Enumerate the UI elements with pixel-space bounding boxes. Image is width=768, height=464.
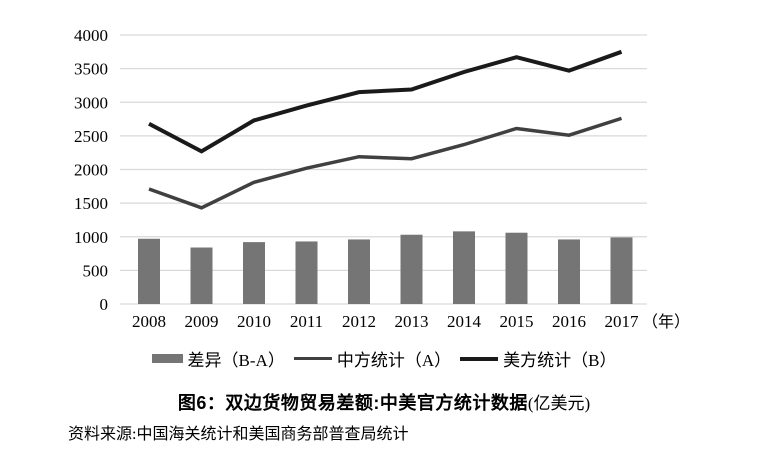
- x-tick-label: 2009: [185, 312, 219, 331]
- legend-label-china: 中方统计（A）: [336, 351, 452, 370]
- y-tick-label: 1000: [74, 228, 108, 247]
- line-us: [148, 49, 623, 154]
- bar: [400, 234, 423, 304]
- legend-item-us: 美方统计（B）: [460, 346, 616, 371]
- bar: [348, 239, 370, 304]
- bar: [190, 247, 213, 304]
- y-tick-label: 4000: [74, 26, 108, 45]
- bar: [558, 239, 580, 304]
- bar: [505, 232, 528, 304]
- legend-line-a-swatch-icon: [293, 357, 332, 360]
- x-tick-label: 2017: [605, 312, 640, 331]
- x-axis-unit-label: （年）: [642, 313, 690, 331]
- y-tick-label: 500: [83, 261, 109, 280]
- bar: [453, 231, 475, 304]
- y-tick-label: 3500: [74, 60, 108, 79]
- legend-item-china: 中方统计（A）: [293, 346, 452, 371]
- chart-canvas: 0 500 1000 1500 2000 2500 3000 3500 4000 2008 2009…: [74, 26, 690, 331]
- bar: [610, 237, 633, 304]
- line-china: [148, 116, 623, 210]
- figure-caption-unit: (亿美元): [527, 394, 591, 413]
- x-tick-label: 2015: [500, 312, 534, 331]
- x-tick-label: 2013: [395, 312, 429, 331]
- legend-label-diff: 差异（B-A）: [187, 351, 285, 370]
- x-tick-label: 2016: [552, 312, 586, 331]
- figure-source: 资料来源:中国海关统计和美国商务部普查局统计: [68, 426, 409, 443]
- legend-bar-swatch-icon: [151, 354, 183, 363]
- bar: [138, 238, 160, 304]
- legend-line-b-swatch-icon: [460, 356, 499, 361]
- bar: [295, 241, 318, 304]
- legend-label-us: 美方统计（B）: [503, 351, 617, 370]
- figure-caption-title: 图6：双边货物贸易差额:中美官方统计数据: [177, 393, 528, 413]
- y-tick-label: 0: [100, 295, 109, 314]
- figure-caption: 图6：双边货物贸易差额:中美官方统计数据(亿美元): [0, 389, 768, 415]
- bar: [243, 242, 265, 304]
- x-tick-label: 2012: [342, 312, 376, 331]
- y-tick-label: 3000: [74, 93, 108, 112]
- x-tick-label: 2010: [237, 312, 271, 331]
- x-tick-label: 2011: [290, 312, 323, 331]
- y-tick-label: 2000: [74, 161, 108, 180]
- legend-item-diff: 差异（B-A）: [151, 346, 285, 371]
- x-tick-label: 2014: [447, 312, 482, 331]
- y-tick-label: 2500: [74, 127, 108, 146]
- x-tick-label: 2008: [132, 312, 166, 331]
- chart-legend: 差异（B-A） 中方统计（A） 美方统计（B）: [0, 346, 768, 371]
- y-tick-label: 1500: [74, 194, 108, 213]
